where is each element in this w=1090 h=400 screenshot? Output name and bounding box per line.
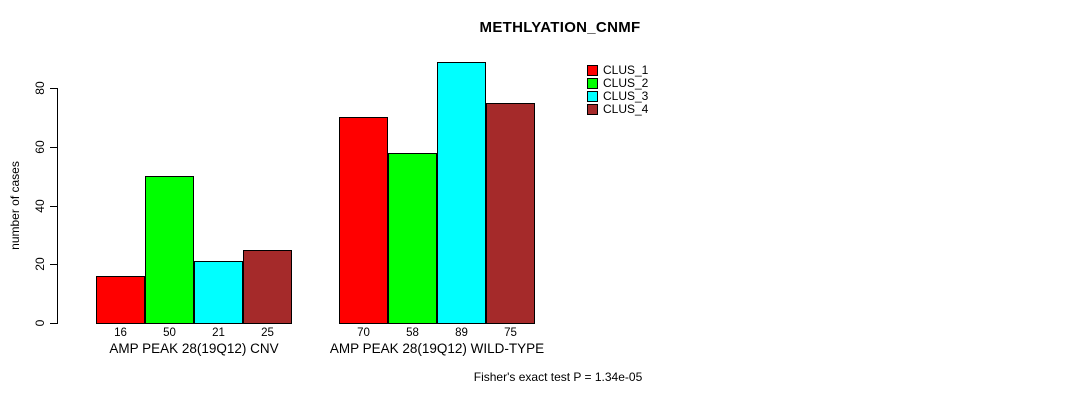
y-axis-tick-label: 0 bbox=[33, 319, 47, 327]
legend-label-clus-3: CLUS_3 bbox=[603, 89, 649, 103]
x-axis-group-label-cnv: AMP PEAK 28(19Q12) CNV bbox=[109, 341, 279, 356]
legend-item-clus-4: CLUS_4 bbox=[587, 103, 648, 116]
bar-clus_3-group2 bbox=[437, 62, 486, 324]
bar-clus_4-group1 bbox=[243, 250, 292, 324]
legend-label-clus-1: CLUS_1 bbox=[603, 63, 649, 77]
y-axis-tick-label: 80 bbox=[33, 81, 47, 95]
bar-value-label: 58 bbox=[406, 327, 419, 339]
y-axis-title: number of cases bbox=[8, 161, 22, 250]
legend-swatch-clus-1 bbox=[587, 65, 598, 76]
y-axis-tick bbox=[50, 264, 57, 265]
bar-clus_2-group1 bbox=[145, 176, 194, 324]
bar-value-label: 16 bbox=[114, 327, 127, 339]
bar-value-label: 70 bbox=[357, 327, 370, 339]
legend-swatch-clus-4 bbox=[587, 104, 598, 115]
legend-swatch-clus-2 bbox=[587, 78, 598, 89]
y-axis-tick-label: 60 bbox=[33, 140, 47, 154]
bar-clus_1-group1 bbox=[96, 276, 145, 324]
bar-clus_1-group2 bbox=[339, 117, 388, 324]
y-axis-tick bbox=[50, 206, 57, 207]
bar-value-label: 21 bbox=[212, 327, 225, 339]
bar-clus_4-group2 bbox=[486, 103, 535, 324]
x-axis-group-label-wild-type: AMP PEAK 28(19Q12) WILD-TYPE bbox=[329, 341, 545, 356]
y-axis-tick bbox=[50, 88, 57, 89]
y-axis-line bbox=[57, 88, 58, 324]
y-axis-tick bbox=[50, 147, 57, 148]
legend: CLUS_1 CLUS_2 CLUS_3 CLUS_4 bbox=[587, 64, 648, 116]
legend-label-clus-2: CLUS_2 bbox=[603, 76, 649, 90]
stat-test-annotation: Fisher's exact test P = 1.34e-05 bbox=[473, 370, 643, 384]
legend-label-clus-4: CLUS_4 bbox=[603, 102, 649, 116]
chart-title: METHLYATION_CNMF bbox=[479, 19, 641, 36]
bar-value-label: 50 bbox=[163, 327, 176, 339]
legend-item-clus-2: CLUS_2 bbox=[587, 77, 648, 90]
bar-clus_2-group2 bbox=[388, 153, 437, 324]
legend-item-clus-1: CLUS_1 bbox=[587, 64, 648, 77]
bar-value-label: 25 bbox=[261, 327, 274, 339]
bar-value-label: 75 bbox=[504, 327, 517, 339]
y-axis-tick bbox=[50, 323, 57, 324]
legend-swatch-clus-3 bbox=[587, 91, 598, 102]
y-axis-tick-label: 20 bbox=[33, 257, 47, 271]
bar-value-label: 89 bbox=[455, 327, 468, 339]
bar-clus_3-group1 bbox=[194, 261, 243, 324]
y-axis-tick-label: 40 bbox=[33, 199, 47, 213]
legend-item-clus-3: CLUS_3 bbox=[587, 90, 648, 103]
